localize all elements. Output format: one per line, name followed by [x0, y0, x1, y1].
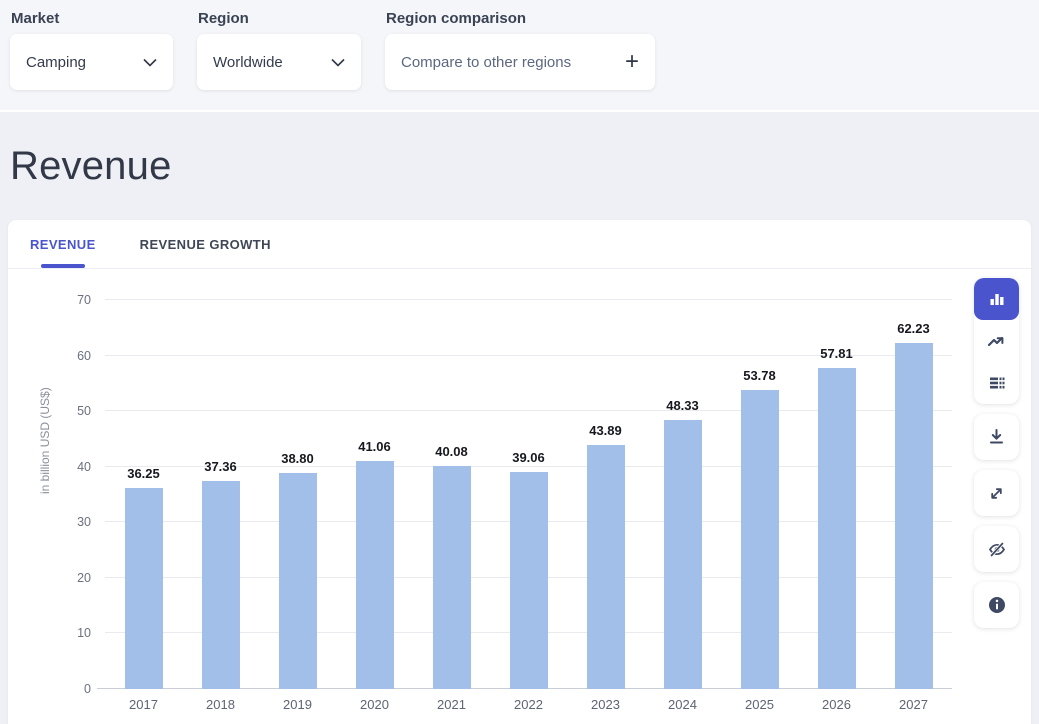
- bar-rect[interactable]: [279, 473, 317, 689]
- bar-value-label: 39.06: [512, 450, 545, 465]
- table-icon[interactable]: [974, 362, 1019, 404]
- line-chart-icon[interactable]: [974, 320, 1019, 362]
- y-tick-label: 50: [53, 404, 91, 418]
- y-tick-label: 30: [53, 515, 91, 529]
- bar-rect[interactable]: [125, 488, 163, 689]
- region-comparison-filter: Region comparison Compare to other regio…: [385, 10, 655, 110]
- bar-value-label: 41.06: [358, 439, 391, 454]
- region-dropdown[interactable]: Worldwide: [197, 34, 361, 90]
- tab-revenue-growth[interactable]: REVENUE GROWTH: [140, 220, 271, 268]
- bar-2024[interactable]: 48.33: [664, 300, 702, 689]
- bar-value-label: 43.89: [589, 423, 622, 438]
- bar-2022[interactable]: 39.06: [510, 300, 548, 689]
- bar-chart-icon[interactable]: [974, 278, 1019, 320]
- bar-value-label: 62.23: [897, 321, 930, 336]
- bar-value-label: 48.33: [666, 398, 699, 413]
- bar-2025[interactable]: 53.78: [741, 300, 779, 689]
- bar-value-label: 40.08: [435, 444, 468, 459]
- hide-icon[interactable]: [974, 526, 1019, 572]
- y-tick-label: 60: [53, 349, 91, 363]
- x-tick-label: 2018: [206, 697, 235, 712]
- tab-bar: REVENUE REVENUE GROWTH: [8, 220, 1031, 269]
- bar-2023[interactable]: 43.89: [587, 300, 625, 689]
- chart-area: in billion USD (US$) 0 10 20 30 40 50 60 70 36.2…: [8, 269, 1031, 724]
- x-tick-label: 2019: [283, 697, 312, 712]
- bar-value-label: 53.78: [743, 368, 776, 383]
- bar-2017[interactable]: 36.25: [125, 300, 163, 689]
- expand-icon[interactable]: [974, 470, 1019, 516]
- bar-rect[interactable]: [895, 343, 933, 689]
- bar-rect[interactable]: [510, 472, 548, 689]
- y-tick-label: 10: [53, 626, 91, 640]
- page-title: Revenue: [10, 144, 1039, 189]
- x-axis-labels: 2017 2018 2019 2020 2021 2022 2023 2024 2025 2026…: [105, 697, 952, 715]
- market-label: Market: [10, 10, 173, 27]
- chart-toolbar: [974, 278, 1019, 628]
- bar-value-label: 37.36: [204, 459, 237, 474]
- bar-2027[interactable]: 62.23: [895, 300, 933, 689]
- download-icon[interactable]: [974, 414, 1019, 460]
- bar-value-label: 57.81: [820, 346, 853, 361]
- y-tick-label: 0: [53, 682, 91, 696]
- bar-rect[interactable]: [741, 390, 779, 689]
- x-tick-label: 2026: [822, 697, 851, 712]
- y-tick-label: 20: [53, 571, 91, 585]
- region-selected-value: Worldwide: [213, 54, 283, 71]
- y-axis-title: in billion USD (US$): [38, 387, 52, 494]
- y-tick-label: 70: [53, 293, 91, 307]
- x-tick-label: 2025: [745, 697, 774, 712]
- x-tick-label: 2023: [591, 697, 620, 712]
- bar-value-label: 36.25: [127, 466, 160, 481]
- bar-2019[interactable]: 38.80: [279, 300, 317, 689]
- bar-rect[interactable]: [356, 461, 394, 689]
- info-icon[interactable]: [974, 582, 1019, 628]
- filter-bar: Market Camping Region Worldwide Region c…: [0, 0, 1039, 112]
- plot-area: 01020304050607036.2537.3638.8041.0640.08…: [105, 300, 952, 689]
- x-tick-label: 2022: [514, 697, 543, 712]
- x-tick-label: 2017: [129, 697, 158, 712]
- x-tick-label: 2021: [437, 697, 466, 712]
- bar-2026[interactable]: 57.81: [818, 300, 856, 689]
- chart-type-group: [974, 278, 1019, 404]
- region-filter: Region Worldwide: [197, 10, 361, 110]
- chevron-down-icon: [143, 58, 157, 67]
- x-tick-label: 2020: [360, 697, 389, 712]
- region-label: Region: [197, 10, 361, 27]
- region-comparison-label: Region comparison: [385, 10, 655, 27]
- bar-rect[interactable]: [433, 466, 471, 689]
- bar-2018[interactable]: 37.36: [202, 300, 240, 689]
- market-filter: Market Camping: [10, 10, 173, 110]
- chevron-down-icon: [331, 58, 345, 67]
- market-dropdown[interactable]: Camping: [10, 34, 173, 90]
- bar-rect[interactable]: [818, 368, 856, 689]
- y-tick-label: 40: [53, 460, 91, 474]
- tab-revenue[interactable]: REVENUE: [30, 220, 96, 268]
- compare-regions-text: Compare to other regions: [401, 54, 571, 71]
- bar-value-label: 38.80: [281, 451, 314, 466]
- chart-card: REVENUE REVENUE GROWTH in billion USD (U…: [8, 220, 1031, 724]
- bar-rect[interactable]: [587, 445, 625, 689]
- x-tick-label: 2024: [668, 697, 697, 712]
- market-selected-value: Camping: [26, 54, 86, 71]
- bar-rect[interactable]: [664, 420, 702, 689]
- x-tick-label: 2027: [899, 697, 928, 712]
- compare-regions-button[interactable]: Compare to other regions +: [385, 34, 655, 90]
- plus-icon: +: [625, 50, 639, 74]
- bar-2020[interactable]: 41.06: [356, 300, 394, 689]
- bar-2021[interactable]: 40.08: [433, 300, 471, 689]
- bar-rect[interactable]: [202, 481, 240, 689]
